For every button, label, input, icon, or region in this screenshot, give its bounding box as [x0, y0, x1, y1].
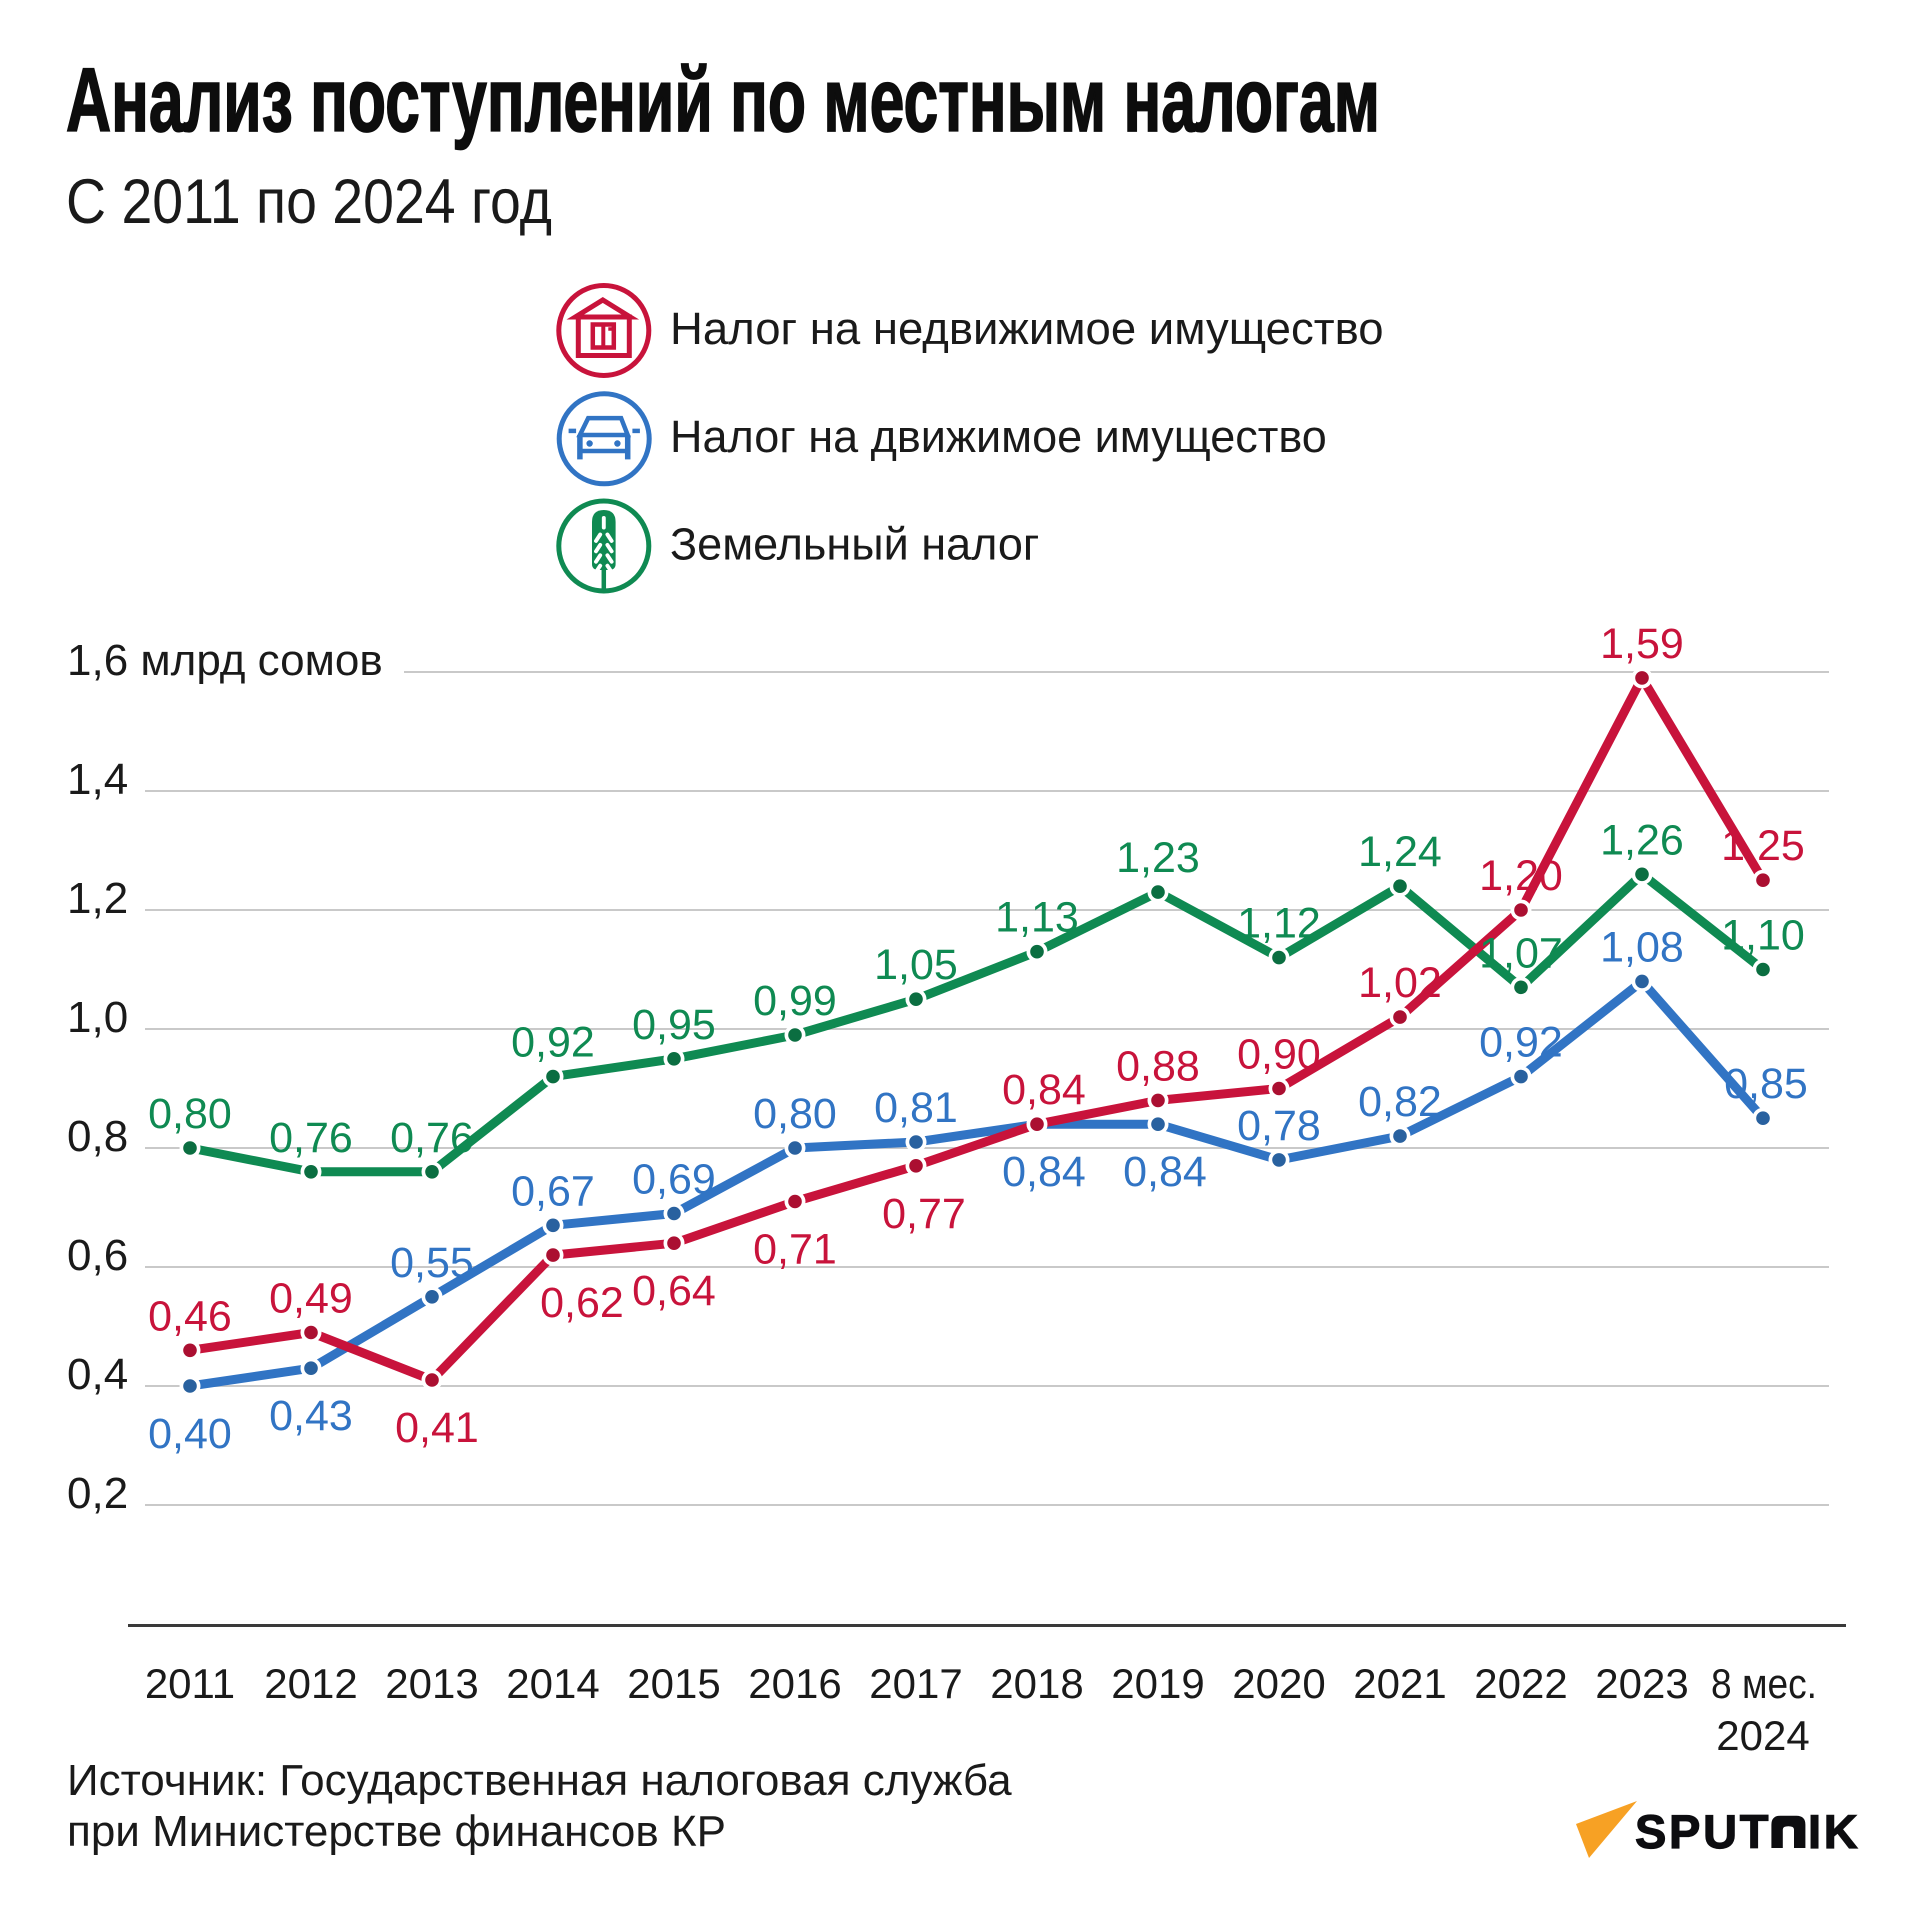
svg-text:0,76: 0,76: [269, 1114, 353, 1162]
svg-text:0,81: 0,81: [874, 1084, 958, 1132]
svg-text:IK: IK: [1808, 1805, 1860, 1858]
svg-text:2015: 2015: [627, 1660, 720, 1707]
svg-text:1,23: 1,23: [1116, 834, 1200, 882]
svg-text:0,88: 0,88: [1116, 1042, 1200, 1090]
svg-text:0,99: 0,99: [753, 977, 837, 1025]
svg-text:Источник: Государственная нало: Источник: Государственная налоговая служ…: [67, 1756, 1012, 1805]
svg-text:Земельный налог: Земельный налог: [670, 519, 1039, 570]
svg-text:1,20: 1,20: [1479, 852, 1563, 900]
svg-text:0,85: 0,85: [1724, 1060, 1808, 1108]
svg-text:0,4: 0,4: [67, 1350, 128, 1399]
svg-text:1,0: 1,0: [67, 993, 128, 1042]
svg-text:2013: 2013: [385, 1660, 478, 1707]
svg-text:0,49: 0,49: [269, 1275, 353, 1323]
svg-text:0,64: 0,64: [632, 1267, 716, 1315]
svg-text:0,69: 0,69: [632, 1156, 716, 1204]
svg-text:0,84: 0,84: [1123, 1148, 1207, 1196]
svg-text:2021: 2021: [1353, 1660, 1446, 1707]
svg-text:при Министерстве финансов КР: при Министерстве финансов КР: [67, 1807, 726, 1856]
svg-text:2024: 2024: [1716, 1712, 1809, 1759]
svg-text:0,67: 0,67: [511, 1167, 595, 1215]
svg-text:0,95: 0,95: [632, 1001, 716, 1049]
svg-text:8 мес.: 8 мес.: [1711, 1660, 1817, 1707]
svg-text:1,24: 1,24: [1358, 828, 1442, 876]
svg-text:0,92: 0,92: [511, 1019, 595, 1067]
svg-text:0,77: 0,77: [882, 1190, 966, 1238]
svg-text:1,26: 1,26: [1600, 816, 1684, 864]
svg-text:0,84: 0,84: [1002, 1148, 1086, 1196]
svg-text:1,4: 1,4: [67, 755, 128, 804]
svg-text:0,80: 0,80: [753, 1090, 837, 1138]
svg-text:0,2: 0,2: [67, 1469, 128, 1518]
svg-text:0,40: 0,40: [148, 1410, 232, 1458]
svg-text:2016: 2016: [748, 1660, 841, 1707]
svg-text:1,10: 1,10: [1721, 912, 1805, 960]
svg-text:0,78: 0,78: [1237, 1102, 1321, 1150]
svg-text:1,07: 1,07: [1479, 929, 1563, 977]
svg-text:1,6 млрд сомов: 1,6 млрд сомов: [67, 636, 383, 685]
svg-text:1,13: 1,13: [995, 894, 1079, 942]
svg-text:1,02: 1,02: [1358, 959, 1442, 1007]
svg-text:0,90: 0,90: [1237, 1031, 1321, 1079]
svg-text:1,25: 1,25: [1721, 822, 1805, 870]
svg-text:0,41: 0,41: [395, 1404, 479, 1452]
svg-text:2022: 2022: [1474, 1660, 1567, 1707]
svg-text:0,8: 0,8: [67, 1112, 128, 1161]
svg-text:0,62: 0,62: [540, 1279, 624, 1327]
svg-text:0,80: 0,80: [148, 1090, 232, 1138]
svg-text:2011: 2011: [145, 1660, 235, 1707]
svg-text:SPUT: SPUT: [1635, 1805, 1771, 1858]
svg-text:1,05: 1,05: [874, 941, 958, 989]
svg-text:1,08: 1,08: [1600, 923, 1684, 971]
svg-text:С 2011 по 2024 год: С 2011 по 2024 год: [66, 167, 552, 237]
svg-text:2020: 2020: [1232, 1660, 1325, 1707]
svg-text:2014: 2014: [506, 1660, 599, 1707]
svg-text:Анализ поступлений по местным: Анализ поступлений по местным налогам: [66, 51, 1380, 151]
svg-text:1,59: 1,59: [1600, 620, 1684, 668]
svg-text:0,92: 0,92: [1479, 1019, 1563, 1067]
svg-text:0,43: 0,43: [269, 1392, 353, 1440]
svg-text:0,84: 0,84: [1002, 1066, 1086, 1114]
svg-text:2012: 2012: [264, 1660, 357, 1707]
svg-text:0,55: 0,55: [390, 1239, 474, 1287]
svg-text:0,6: 0,6: [67, 1231, 128, 1280]
svg-text:2018: 2018: [990, 1660, 1083, 1707]
svg-text:2019: 2019: [1111, 1660, 1204, 1707]
svg-text:0,46: 0,46: [148, 1292, 232, 1340]
svg-text:1,2: 1,2: [67, 874, 128, 923]
svg-text:0,76: 0,76: [390, 1114, 474, 1162]
svg-text:Налог на недвижимое имущество: Налог на недвижимое имущество: [670, 303, 1384, 354]
svg-text:Налог на движимое имущество: Налог на движимое имущество: [670, 411, 1327, 462]
svg-text:0,82: 0,82: [1358, 1078, 1442, 1126]
svg-text:0,71: 0,71: [753, 1226, 837, 1274]
svg-text:2017: 2017: [869, 1660, 962, 1707]
svg-text:1,12: 1,12: [1237, 900, 1321, 948]
svg-text:2023: 2023: [1595, 1660, 1688, 1707]
